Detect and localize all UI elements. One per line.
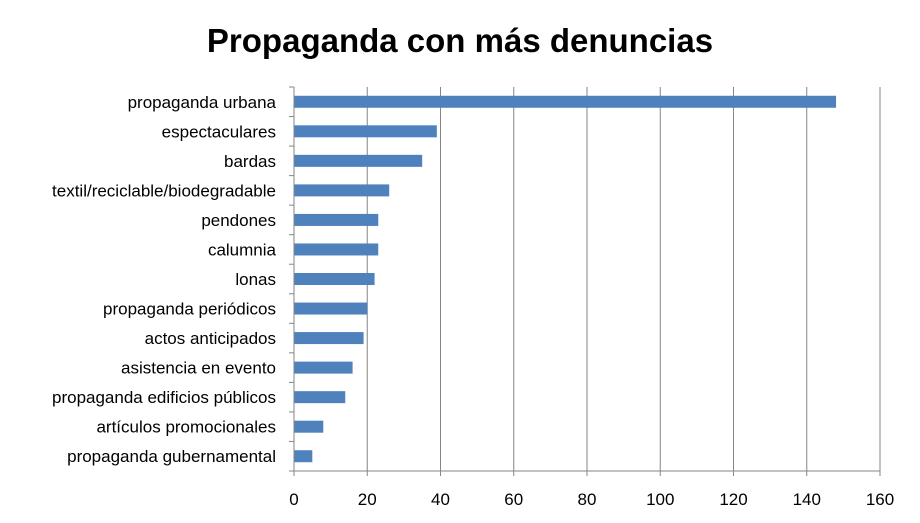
bar — [294, 273, 375, 285]
category-labels: propaganda urbana espectaculares bardas tex… — [52, 93, 277, 466]
x-tick-label: 60 — [504, 490, 523, 509]
category-label: espectaculares — [162, 122, 276, 141]
category-label: lonas — [235, 270, 276, 289]
x-tick-label: 160 — [866, 490, 894, 509]
category-label: propaganda gubernamental — [67, 447, 276, 466]
bar — [294, 95, 837, 108]
bar — [294, 450, 313, 463]
category-label: artículos promocionales — [96, 418, 276, 437]
x-tick-label: 0 — [289, 490, 298, 509]
chart-title: Propaganda con más denuncias — [207, 22, 713, 59]
bar — [294, 184, 390, 197]
category-label: bardas — [224, 152, 276, 171]
category-label: propaganda urbana — [128, 93, 277, 112]
bar — [294, 361, 353, 374]
bar — [294, 391, 346, 404]
bar — [294, 213, 379, 226]
x-tick-label: 120 — [719, 490, 747, 509]
bar — [294, 154, 423, 167]
category-label: asistencia en evento — [121, 359, 276, 378]
x-tick-label: 140 — [793, 490, 821, 509]
gridlines — [289, 86, 881, 476]
category-label: textil/reciclable/biodegradable — [52, 181, 276, 200]
bar — [294, 125, 437, 138]
x-tick-label: 100 — [646, 490, 674, 509]
category-label: actos anticipados — [145, 329, 276, 348]
category-label: calumnia — [208, 240, 277, 259]
x-tick-label: 80 — [578, 490, 597, 509]
bar — [294, 243, 379, 256]
bars — [294, 95, 837, 463]
bar — [294, 302, 368, 315]
category-label: propaganda edificios públicos — [52, 388, 276, 407]
x-tick-label: 20 — [358, 490, 377, 509]
axes — [289, 87, 880, 472]
bar — [294, 332, 364, 345]
category-label: pendones — [201, 211, 276, 230]
x-tick-label: 40 — [431, 490, 450, 509]
category-label: propaganda periódicos — [103, 300, 276, 319]
bar — [294, 420, 324, 433]
x-tick-labels: 0 20 40 60 80 100 120 140 160 — [289, 490, 894, 509]
